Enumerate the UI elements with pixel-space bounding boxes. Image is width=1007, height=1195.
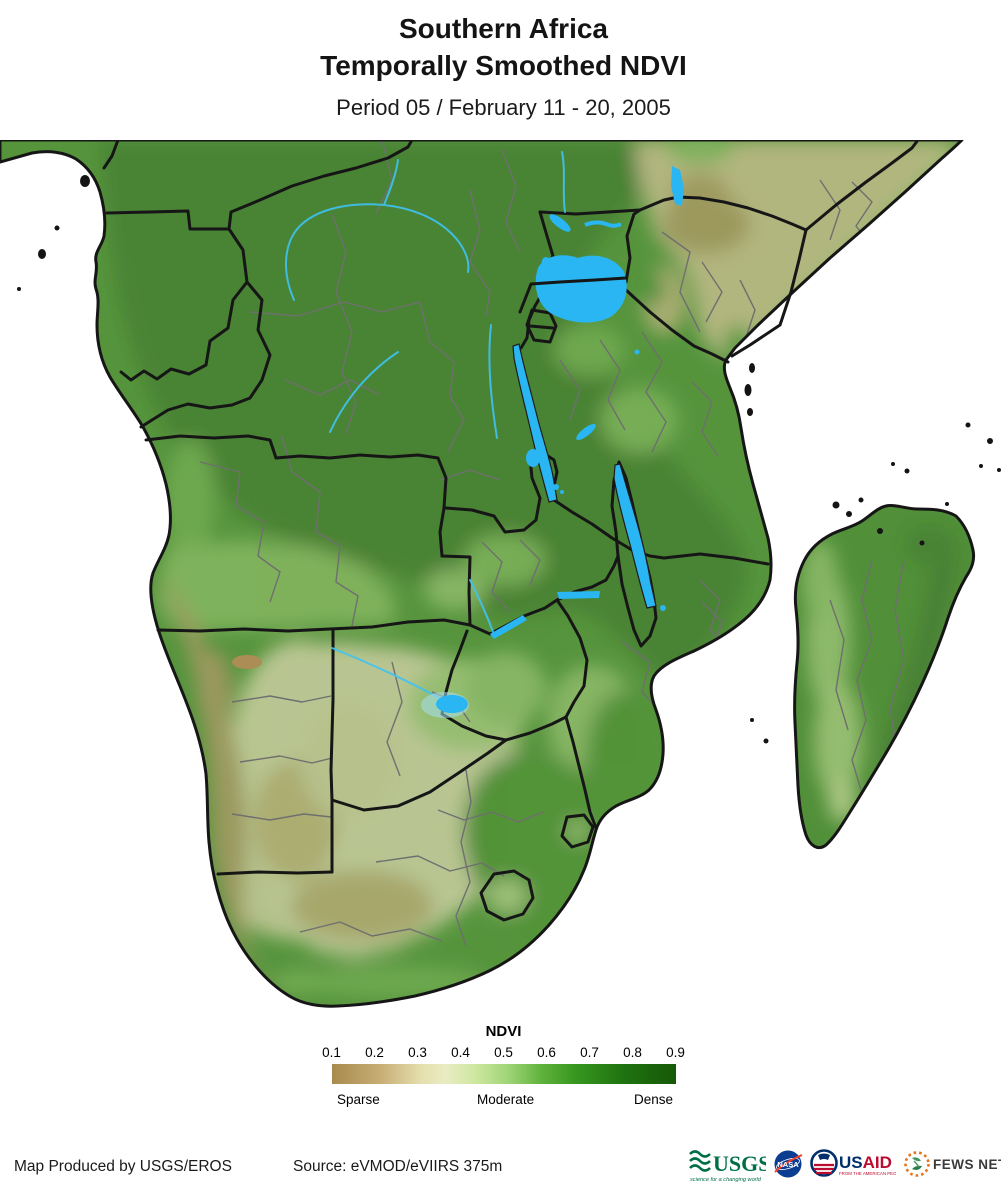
legend-tick: 0.3 bbox=[408, 1045, 427, 1060]
legend-tick: 0.9 bbox=[666, 1045, 685, 1060]
source-text: Source: eVMOD/eVIIRS 375m bbox=[293, 1158, 503, 1175]
period-subtitle: Period 05 / February 11 - 20, 2005 bbox=[336, 95, 671, 120]
map-header: Southern Africa Temporally Smoothed NDVI… bbox=[0, 0, 1007, 140]
usaid-logo: USAID FROM THE AMERICAN PEOPLE bbox=[810, 1149, 896, 1177]
agency-logos: USGS science for a changing world NASA U… bbox=[688, 1144, 1001, 1184]
page-title-line2: Temporally Smoothed NDVI bbox=[320, 50, 687, 81]
ndvi-legend: NDVI 0.1 0.2 0.3 0.4 0.5 0.6 0.7 0.8 0.9 Sparse … bbox=[0, 1015, 1007, 1130]
lake-albert bbox=[549, 214, 571, 232]
legend-tick-row: 0.1 0.2 0.3 0.4 0.5 0.6 0.7 0.8 0.9 bbox=[322, 1045, 685, 1061]
legend-tick: 0.5 bbox=[494, 1045, 513, 1060]
legend-tick: 0.4 bbox=[451, 1045, 470, 1060]
lake-tanganyika bbox=[512, 343, 558, 503]
fewsnet-label: FEWS NET bbox=[933, 1157, 1001, 1172]
legend-label-dense: Dense bbox=[633, 1092, 673, 1107]
page-title-line1: Southern Africa bbox=[399, 13, 608, 44]
legend-tick: 0.8 bbox=[623, 1045, 642, 1060]
legend-label-sparse: Sparse bbox=[336, 1092, 380, 1107]
credit-text: Map Produced by USGS/EROS bbox=[14, 1158, 232, 1175]
legend-tick: 0.1 bbox=[322, 1045, 341, 1060]
rivers bbox=[285, 151, 566, 701]
border-across-lake-victoria bbox=[530, 276, 627, 286]
legend-gradient-bar bbox=[331, 1064, 676, 1084]
ndvi-map bbox=[0, 140, 1007, 1015]
legend-tick: 0.6 bbox=[537, 1045, 556, 1060]
usgs-tagline: science for a changing world bbox=[690, 1177, 762, 1183]
okavango-delta bbox=[436, 695, 468, 713]
usgs-label: USGS bbox=[713, 1151, 766, 1176]
lake-kyoga bbox=[584, 220, 622, 228]
usaid-label-us: US bbox=[839, 1153, 863, 1172]
usaid-label-aid: AID bbox=[863, 1153, 892, 1172]
lake-mweru bbox=[526, 449, 540, 467]
lake-victoria bbox=[535, 255, 627, 323]
etosha-pan bbox=[232, 655, 262, 669]
usaid-tagline: FROM THE AMERICAN PEOPLE bbox=[839, 1171, 896, 1176]
legend-label-moderate: Moderate bbox=[477, 1092, 535, 1107]
svg-text:USAID: USAID bbox=[839, 1153, 892, 1172]
lakes bbox=[421, 166, 684, 718]
lake-cahora-bassa bbox=[557, 591, 600, 599]
legend-title: NDVI bbox=[485, 1023, 522, 1040]
lake-malawi bbox=[613, 463, 657, 609]
lake-rukwa bbox=[576, 423, 596, 441]
legend-tick: 0.7 bbox=[580, 1045, 599, 1060]
lake-turkana bbox=[671, 166, 684, 206]
usgs-logo: USGS science for a changing world bbox=[689, 1150, 766, 1183]
legend-category-labels: Sparse Moderate Dense bbox=[332, 1092, 676, 1108]
nasa-label: NASA bbox=[777, 1160, 799, 1169]
islands bbox=[17, 175, 1001, 744]
nasa-logo: NASA bbox=[774, 1150, 803, 1178]
map-footer: Map Produced by USGS/EROS Source: eVMOD/… bbox=[0, 1130, 1007, 1195]
fewsnet-logo: FEWS NET bbox=[904, 1151, 1001, 1177]
lake-kariba bbox=[490, 615, 527, 639]
legend-tick: 0.2 bbox=[365, 1045, 384, 1060]
lake-edward bbox=[541, 257, 551, 269]
